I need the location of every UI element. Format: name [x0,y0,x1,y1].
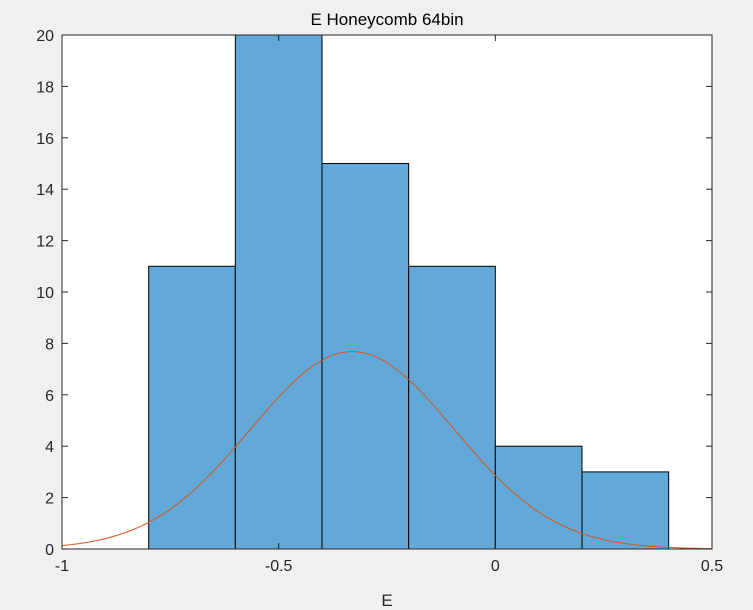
y-tick-label: 16 [36,131,54,148]
y-tick-label: 0 [45,542,54,559]
histogram-bar [148,265,236,550]
y-tick-label: 12 [36,234,54,251]
chart-title: E Honeycomb 64bin [310,10,463,29]
y-tick-label: 8 [45,336,54,353]
y-tick-label: 6 [45,388,54,405]
y-tick-label: 18 [36,79,54,96]
y-tick-label: 14 [36,182,54,199]
axes-box [61,34,713,550]
histogram-bar [408,265,496,550]
fit-curve [61,351,713,550]
x-tick-label: -1 [55,558,69,575]
x-axis-label: E [381,591,392,610]
histogram-bar [234,34,323,550]
y-tick-label: 2 [45,491,54,508]
histogram-bar [494,445,583,550]
y-tick-label: 4 [45,439,54,456]
x-tick-label: 0.5 [701,558,723,575]
x-tick-label: 0 [491,558,500,575]
x-tick-label: -0.5 [265,558,293,575]
y-tick-label: 10 [36,285,54,302]
histogram-bar [321,163,410,550]
histogram-bars [148,34,670,550]
y-tick-label: 20 [36,28,54,45]
